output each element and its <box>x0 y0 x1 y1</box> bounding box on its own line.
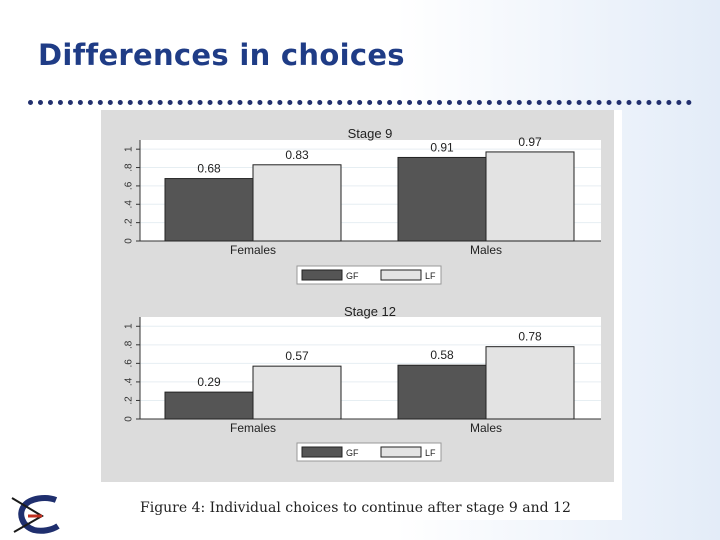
y-tick-label: .8 <box>124 340 135 349</box>
legend-label-lf: LF <box>425 448 436 458</box>
legend-swatch-lf <box>380 269 422 281</box>
data-label: 0.97 <box>518 135 542 149</box>
y-tick-label: .2 <box>124 218 135 227</box>
category-label: Males <box>470 243 502 257</box>
legend-label-lf: LF <box>425 271 436 281</box>
bar <box>252 365 342 420</box>
data-label: 0.91 <box>430 140 454 154</box>
data-label: 0.83 <box>285 148 309 162</box>
y-tick-label: .4 <box>124 377 135 386</box>
y-tick-label: .2 <box>124 396 135 405</box>
data-label: 0.78 <box>518 330 542 344</box>
y-tick-label: 0 <box>124 238 135 244</box>
logo-icon <box>11 495 60 534</box>
bar <box>397 156 487 242</box>
data-label: 0.57 <box>285 349 309 363</box>
y-tick-label: .8 <box>124 163 135 172</box>
category-label: Females <box>230 421 276 435</box>
legend-swatch-lf <box>380 446 422 458</box>
category-label: Males <box>470 421 502 435</box>
bar <box>485 151 575 242</box>
y-tick-label: 1 <box>124 323 135 329</box>
legend-swatch-gf <box>301 269 343 281</box>
legend-label-gf: GF <box>346 271 359 281</box>
legend-swatch-gf <box>301 446 343 458</box>
y-tick-label: 1 <box>124 146 135 152</box>
data-label: 0.58 <box>430 348 454 362</box>
bar <box>164 391 254 420</box>
y-tick-label: .6 <box>124 181 135 190</box>
bar <box>164 178 254 242</box>
data-label: 0.29 <box>197 375 221 389</box>
data-label: 0.68 <box>197 162 221 176</box>
y-tick-label: 0 <box>124 416 135 422</box>
category-label: Females <box>230 243 276 257</box>
dotted-divider <box>28 100 692 105</box>
y-tick-label: .6 <box>124 359 135 368</box>
bar <box>397 364 487 420</box>
bar <box>252 164 342 242</box>
chart-title: Stage 9 <box>348 126 393 141</box>
chart-title: Stage 12 <box>344 304 396 319</box>
figure-caption: Figure 4: Individual choices to continue… <box>140 500 571 516</box>
slide-title: Differences in choices <box>38 38 405 72</box>
legend-label-gf: GF <box>346 448 359 458</box>
bar <box>485 346 575 420</box>
y-tick-label: .4 <box>124 200 135 209</box>
